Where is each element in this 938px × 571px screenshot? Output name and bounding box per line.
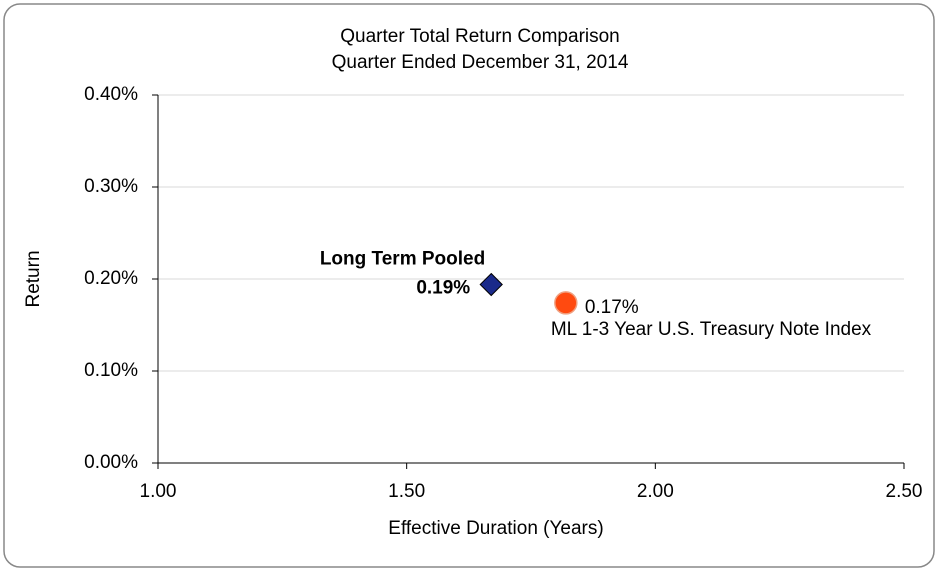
x-axis-label: Effective Duration (Years) xyxy=(388,518,603,539)
chart-title: Quarter Total Return Comparison xyxy=(340,26,620,47)
x-tick-label: 1.00 xyxy=(140,481,177,502)
y-tick-label: 0.30% xyxy=(84,176,138,197)
data-label: 0.17% xyxy=(585,297,639,318)
point-diamond xyxy=(479,272,503,297)
y-tick-label: 0.20% xyxy=(84,268,138,289)
data-label: 0.19% xyxy=(416,278,470,299)
x-tick-label: 1.50 xyxy=(388,481,425,502)
y-tick-label: 0.00% xyxy=(84,452,138,473)
x-tick-label: 2.50 xyxy=(886,481,923,502)
series-label: ML 1-3 Year U.S. Treasury Note Index xyxy=(551,319,872,340)
y-axis-label: Return xyxy=(23,250,44,307)
series-label: Long Term Pooled xyxy=(320,249,485,270)
y-tick-label: 0.40% xyxy=(84,84,138,105)
y-tick-label: 0.10% xyxy=(84,360,138,381)
point-circle xyxy=(554,291,578,315)
chart-subtitle: Quarter Ended December 31, 2014 xyxy=(332,52,629,73)
chart-frame xyxy=(3,3,935,568)
x-tick-label: 2.00 xyxy=(637,481,674,502)
